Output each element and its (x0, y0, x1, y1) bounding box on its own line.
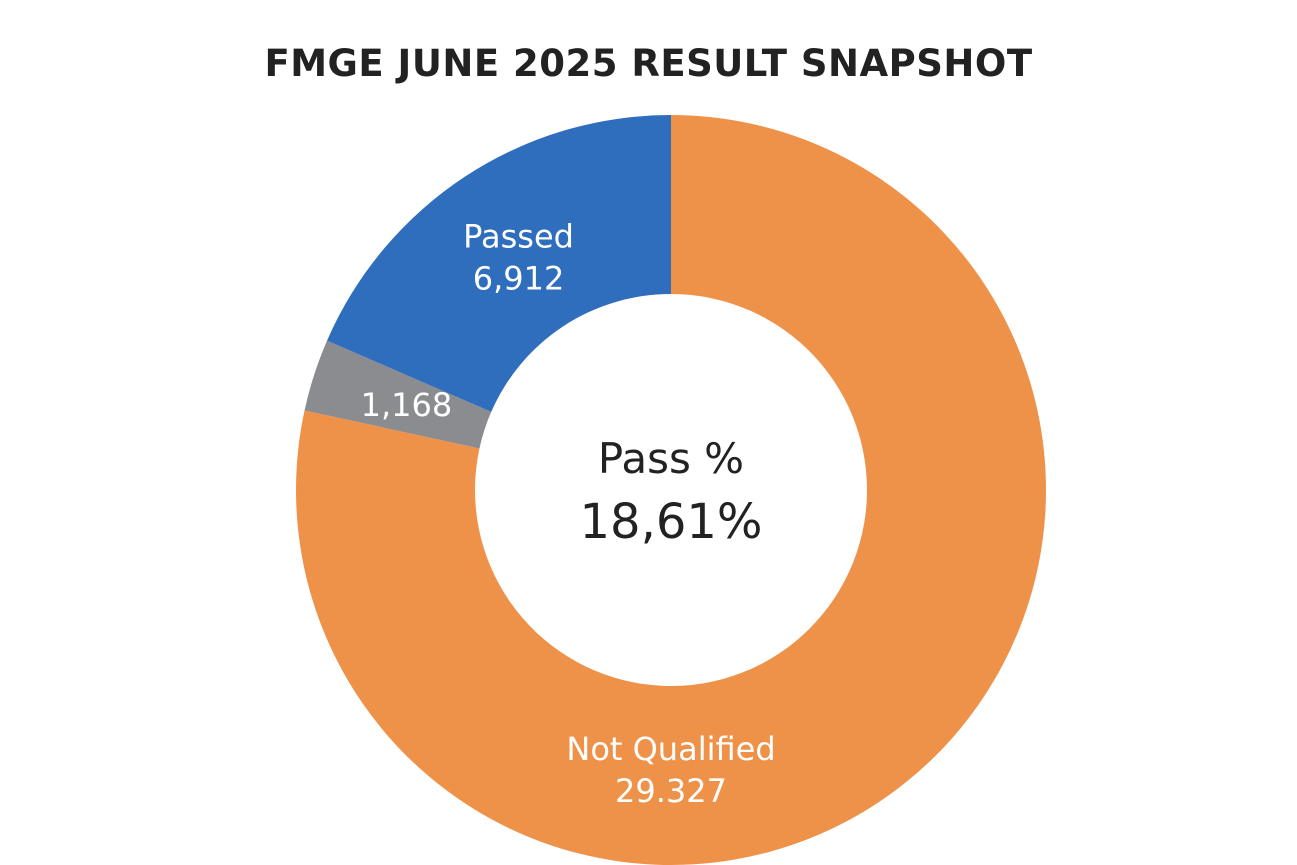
slice-value-label: 6,912 (473, 260, 565, 298)
center-value: 18,61% (579, 494, 762, 550)
chart-title: FMGE JUNE 2025 RESULT SNAPSHOT (264, 42, 1033, 85)
donut-slice-passed (327, 114, 671, 412)
donut-slice-not-qualified (296, 115, 1047, 865)
donut-slice-other (304, 340, 492, 449)
center-label: Pass % (598, 434, 744, 483)
donut-slices (296, 114, 1047, 865)
slice-name-label: Passed (463, 218, 574, 256)
slice-labels: Not Qualified 29.327 1,168 Passed 6,912 (361, 218, 776, 810)
slice-name-label: Not Qualified (566, 730, 775, 768)
slice-value-label: 1,168 (361, 386, 453, 424)
slice-value-label: 29.327 (615, 772, 727, 810)
